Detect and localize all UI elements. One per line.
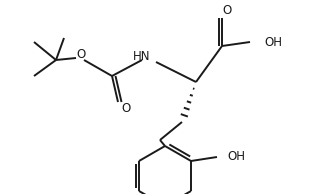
- Text: HN: HN: [133, 49, 150, 62]
- Text: O: O: [121, 101, 131, 114]
- Text: OH: OH: [227, 151, 245, 164]
- Text: O: O: [76, 48, 86, 61]
- Text: OH: OH: [264, 36, 282, 48]
- Text: O: O: [222, 3, 231, 16]
